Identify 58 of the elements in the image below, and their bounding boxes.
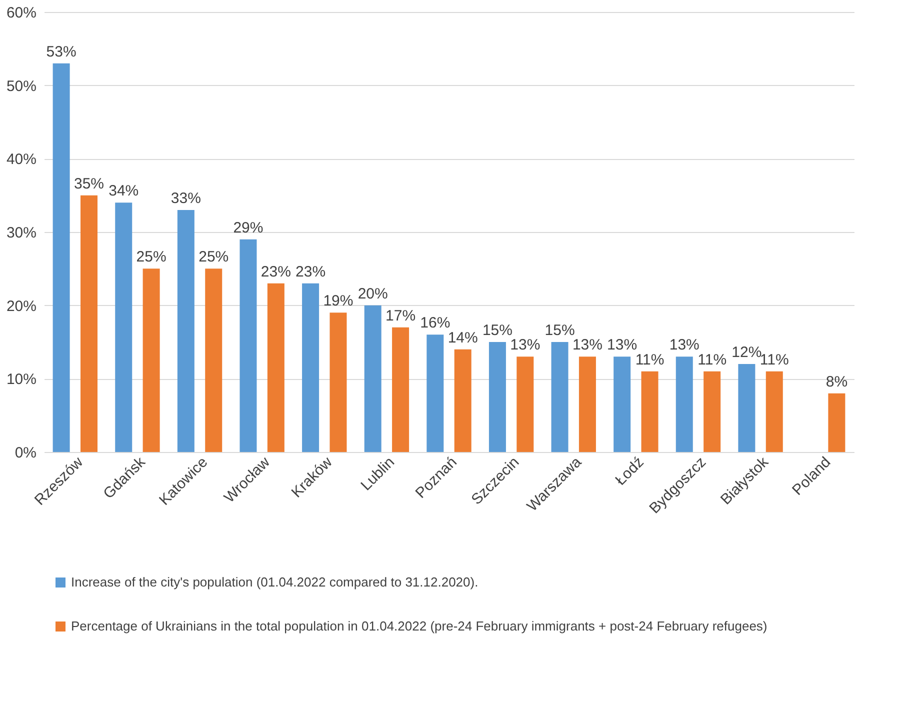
data-label: 16%: [420, 314, 450, 332]
bar: [454, 349, 472, 452]
y-tick-label: 50%: [6, 78, 36, 95]
bar: [516, 356, 534, 452]
bar: [177, 210, 194, 452]
y-tick-label: 40%: [6, 151, 36, 168]
bar: [488, 342, 506, 452]
bar: [641, 371, 658, 452]
bar: [205, 268, 222, 452]
data-label: 25%: [198, 248, 229, 266]
data-label: 15%: [544, 322, 575, 339]
data-label: 25%: [136, 248, 166, 266]
bar: [704, 371, 721, 452]
bar: [80, 195, 98, 452]
y-tick-label: 30%: [6, 224, 36, 242]
bar: [52, 63, 70, 452]
data-label: 12%: [732, 344, 762, 361]
bar: [142, 268, 160, 452]
data-label: 19%: [323, 292, 354, 310]
data-label: 23%: [296, 263, 326, 280]
data-label: 15%: [482, 322, 512, 339]
data-label: 35%: [74, 175, 104, 192]
data-label: 29%: [233, 219, 264, 236]
bar: [392, 327, 410, 452]
bar: [267, 283, 284, 452]
bar: [766, 371, 783, 452]
bar: [330, 312, 347, 452]
bar: [676, 356, 693, 452]
legend-label: Increase of the city's population (01.04.2022 compared to 31.12.2020).: [71, 574, 478, 590]
data-label: 34%: [108, 182, 139, 200]
data-label: 13%: [510, 336, 540, 354]
data-label: 11%: [635, 351, 664, 368]
data-label: 20%: [358, 285, 388, 302]
legend-label: Percentage of Ukrainians in the total population in 01.04.2022 (pre-24 February immigrants + post-24 February refugees): [71, 618, 768, 634]
y-tick-label: 0%: [14, 444, 36, 462]
y-tick-label: 20%: [6, 298, 36, 315]
bar: [364, 305, 382, 452]
data-label: 17%: [386, 307, 416, 324]
bar: [828, 393, 846, 452]
bar: [738, 364, 756, 452]
bar: [614, 356, 631, 452]
bar: [551, 342, 568, 452]
bar: [578, 356, 596, 452]
data-label: 53%: [46, 43, 76, 60]
data-label: 23%: [260, 263, 291, 280]
data-label: 13%: [572, 336, 602, 354]
data-label: 13%: [607, 336, 638, 354]
data-label: 11%: [698, 351, 727, 368]
bar: [302, 283, 320, 452]
y-tick-label: 60%: [6, 4, 36, 22]
data-label: 33%: [170, 190, 201, 207]
bar: [115, 202, 132, 452]
data-label: 14%: [448, 329, 478, 346]
data-label: 13%: [669, 336, 700, 354]
data-label: 8%: [826, 373, 848, 390]
bar: [426, 334, 444, 452]
bar: [240, 239, 257, 452]
y-tick-label: 10%: [6, 371, 36, 388]
